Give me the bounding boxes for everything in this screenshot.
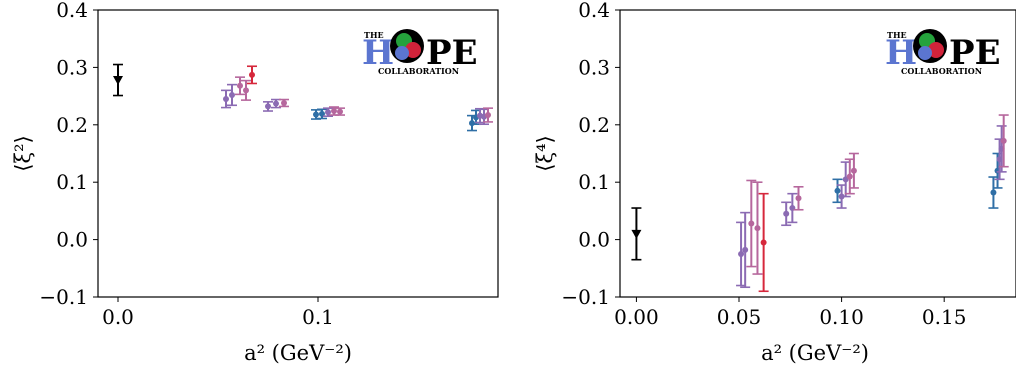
y-tick-label: −0.1: [39, 285, 88, 309]
data-point: [781, 201, 792, 227]
marker: [273, 100, 279, 107]
marker: [754, 225, 761, 232]
y-tick-label: 0.3: [578, 55, 610, 79]
logo-o-icon: [913, 29, 947, 63]
marker: [229, 91, 235, 98]
logo-h: H: [885, 33, 917, 73]
marker: [485, 112, 491, 119]
marker: [281, 99, 287, 106]
y-tick-label: 0.1: [578, 170, 610, 194]
y-axis-label: ⟨ξ⁴⟩: [533, 135, 557, 171]
marker: [795, 195, 802, 202]
x-axis-label: a² (GeV⁻²): [761, 341, 869, 365]
data-point: [793, 185, 804, 211]
marker: [469, 120, 475, 127]
marker: [738, 250, 745, 257]
x-tick-label: 0.0: [102, 305, 134, 329]
x-tick-label: 0.15: [922, 305, 967, 329]
plot-frame: [97, 9, 499, 298]
marker: [113, 76, 123, 86]
data-point: [848, 152, 859, 189]
logo-the: THE: [364, 30, 384, 40]
marker: [748, 220, 755, 227]
plot-frame: [619, 9, 1016, 298]
logo-collaboration: COLLABORATION: [378, 66, 459, 76]
marker: [850, 167, 857, 174]
y-tick-label: −0.1: [561, 285, 610, 309]
x-tick-label: 0.10: [819, 305, 864, 329]
data-point: [279, 98, 289, 108]
marker: [846, 173, 853, 180]
x-tick-label: 0.1: [302, 305, 334, 329]
marker: [223, 95, 229, 102]
marker: [742, 246, 749, 253]
data-point: [221, 89, 231, 109]
data-point: [323, 107, 333, 117]
data-point: [247, 65, 257, 85]
x-axis-label: a² (GeV⁻²): [244, 341, 352, 365]
y-tick-label: 0.2: [578, 113, 610, 137]
marker: [331, 108, 337, 115]
logo-h: H: [362, 33, 394, 73]
y-tick-label: 0.3: [56, 55, 88, 79]
data-point: [832, 178, 843, 204]
logo-pe: PE: [949, 33, 1000, 73]
data-point: [113, 63, 123, 97]
logo-o-icon: [390, 29, 424, 63]
y-tick-label: 0.1: [56, 170, 88, 194]
logo-pe: PE: [426, 33, 477, 73]
y-tick-label: 0.2: [56, 113, 88, 137]
marker: [990, 189, 997, 196]
panel-2: −0.1 0.0 0.1 0.2 0.3 0.4 0.00 0.05 0.10 0.15 a² (G…: [533, 0, 1016, 365]
marker: [337, 108, 343, 115]
data-point: [998, 114, 1009, 168]
data-point: [483, 107, 493, 123]
data-point: [746, 179, 757, 268]
y-axis-label: ⟨ξ²⟩: [11, 135, 35, 171]
y-tick-label: 0.4: [56, 0, 88, 22]
marker: [834, 187, 841, 194]
marker: [237, 82, 243, 89]
logo-the: THE: [887, 30, 907, 40]
y-tick-label: 0.0: [578, 228, 610, 252]
data-point: [235, 76, 245, 96]
y-tick-label: 0.0: [56, 228, 88, 252]
marker: [265, 103, 271, 110]
marker: [783, 210, 790, 217]
x-tick-label: 0.00: [614, 305, 659, 329]
marker: [243, 87, 249, 94]
data-point: [740, 211, 751, 289]
x-tick-label: 0.05: [717, 305, 762, 329]
marker: [313, 111, 319, 118]
y-tick-label: 0.4: [578, 0, 610, 22]
panel-1: −0.1 0.0 0.1 0.2 0.3 0.4 0.0 0.1 a² (GeV⁻²) ⟨ξ²⟩: [11, 0, 499, 365]
data-point: [271, 98, 281, 109]
logo-collaboration: COLLABORATION: [901, 66, 982, 76]
data-point: [758, 192, 769, 293]
marker: [631, 229, 642, 239]
data-point: [335, 107, 345, 116]
data-point: [631, 207, 642, 261]
data-point: [752, 181, 763, 275]
data-point: [241, 79, 251, 101]
data-point: [988, 176, 999, 209]
marker: [249, 71, 255, 78]
marker: [325, 109, 331, 116]
marker: [760, 239, 767, 246]
data-point: [263, 101, 273, 112]
data-point: [227, 83, 237, 107]
marker: [1000, 137, 1007, 144]
